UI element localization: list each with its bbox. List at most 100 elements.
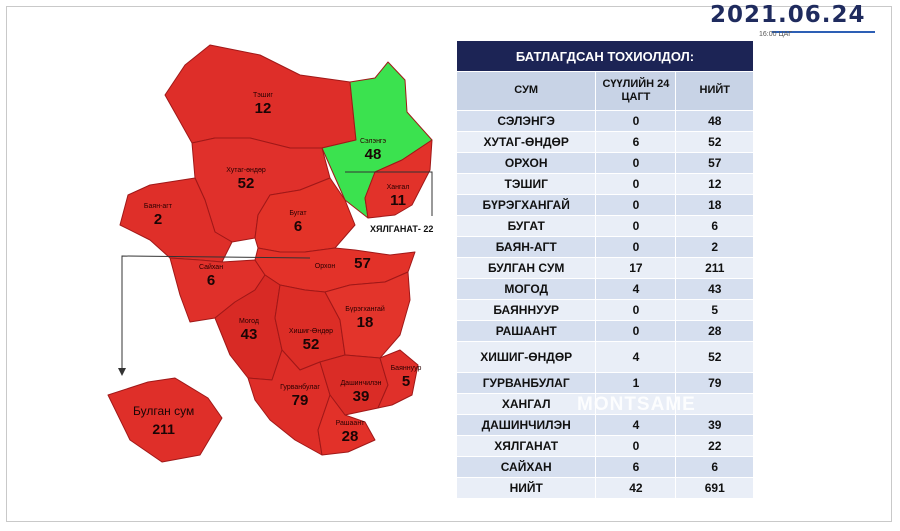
bulgan-arrow-head	[118, 368, 126, 376]
sum-cell: ДАШИНЧИЛЭН	[455, 414, 597, 436]
last-24h-cell: 4	[595, 341, 677, 373]
region-bulgan-sum	[107, 377, 223, 463]
table-row: РАШААНТ 0 28	[455, 320, 754, 342]
sum-cell: БҮРЭГХАНГАЙ	[455, 194, 597, 216]
sum-cell: ХУТАГ-ӨНДӨР	[455, 131, 597, 153]
total-cell: 2	[675, 236, 754, 258]
last-24h-cell: 6	[595, 456, 677, 478]
hangal-bracket-line	[345, 171, 433, 216]
label-hutag-ondor: Хутаг-өндөр 52	[226, 167, 266, 192]
sum-cell: САЙХАН	[455, 456, 597, 478]
label-buregkhangai: Бүрэгхангай 18	[345, 306, 385, 331]
label-gurvanbulag: Гурванбулаг 79	[280, 384, 320, 409]
last-24h-cell: 0	[595, 320, 677, 342]
map-shapes	[107, 44, 433, 463]
header-last-24h: СҮҮЛИЙН 24 ЦАГТ	[595, 71, 677, 111]
total-cell: 22	[675, 435, 754, 457]
sum-cell: ГУРВАНБУЛАГ	[455, 372, 597, 394]
label-hyalganat: ХЯЛГАНАТ- 22	[370, 224, 434, 234]
last-24h-cell: 0	[595, 152, 677, 174]
table-row: САЙХАН 6 6	[455, 456, 754, 478]
header-sum: СУМ	[455, 71, 597, 111]
last-24h-cell: 1	[595, 372, 677, 394]
total-cell	[675, 393, 754, 415]
last-24h-cell: 0	[595, 194, 677, 216]
watermark: MONTSAME	[577, 394, 696, 415]
table-row: БАЯН-АГТ 0 2	[455, 236, 754, 258]
sum-cell: ХЯЛГАНАТ	[455, 435, 597, 457]
label-mogod: Могод 43	[238, 318, 260, 343]
sum-cell: МОГОД	[455, 278, 597, 300]
label-bayannuur: Баяннуур 5	[390, 365, 422, 390]
table-row: ХЯЛГАНАТ 0 22	[455, 435, 754, 457]
total-cell: 211	[675, 257, 754, 279]
last-24h-cell	[595, 393, 677, 415]
label-teshig: Тэшиг 12	[253, 92, 273, 117]
table-row: БУЛГАН СУМ 17 211	[455, 257, 754, 279]
label-hishig-ondor: Хишиг-Өндөр 52	[288, 328, 334, 353]
total-cell: 48	[675, 110, 754, 132]
image-frame	[6, 6, 892, 522]
table-row: ХУТАГ-ӨНДӨР 6 52	[455, 131, 754, 153]
sum-cell: ХИШИГ-ӨНДӨР	[455, 341, 597, 373]
label-selenge: Сэлэнгэ 48	[359, 138, 387, 163]
total-cell: 18	[675, 194, 754, 216]
sum-cell: СЭЛЭНГЭ	[455, 110, 597, 132]
last-24h-cell: 4	[595, 278, 677, 300]
table-row: БАЯННУУР 0 5	[455, 299, 754, 321]
sum-cell: ОРХОН	[455, 152, 597, 174]
table-row: ОРХОН 0 57	[455, 152, 754, 174]
label-bulgan-sum: Булган сум 211	[133, 404, 195, 437]
label-dashinchilen: Дашинчилэн 39	[340, 380, 382, 405]
sum-cell: БУЛГАН СУМ	[455, 257, 597, 279]
date-underline	[772, 31, 875, 33]
last-24h-cell: 0	[595, 236, 677, 258]
bulgan-arrow-line	[121, 255, 311, 370]
report-date: 2021.06.24	[710, 2, 866, 28]
label-saihan: Сайхан 6	[198, 264, 224, 289]
region-buregkhangai	[324, 271, 411, 359]
table-body: СЭЛЭНГЭ 0 48 ХУТАГ-ӨНДӨР 6 52 ОРХОН 0 57 ТЭШИГ 0 12…	[455, 110, 754, 499]
region-bayannuur	[377, 349, 419, 409]
sum-cell: БУГАТ	[455, 215, 597, 237]
total-cell: 6	[675, 456, 754, 478]
label-bayan-agt: Баян-агт 2	[143, 203, 173, 228]
header-total: НИЙТ	[675, 71, 754, 111]
sum-cell: БАЯН-АГТ	[455, 236, 597, 258]
table-title: БАТЛАГДСАН ТОХИОЛДОЛ:	[456, 40, 754, 72]
table-row: ДАШИНЧИЛЭН 4 39	[455, 414, 754, 436]
table-row: ГУРВАНБУЛАГ 1 79	[455, 372, 754, 394]
label-bugat: Бугат 6	[289, 210, 307, 235]
total-cell: 52	[675, 341, 754, 373]
province-map: Тэшиг 12 Сэлэнгэ 48 Хутаг-өндөр 52 Баян-агт…	[107, 44, 434, 463]
table-row: ТЭШИГ 0 12	[455, 173, 754, 195]
total-cell: 28	[675, 320, 754, 342]
table-row: ХИШИГ-ӨНДӨР 4 52	[455, 341, 754, 373]
last-24h-cell: 0	[595, 110, 677, 132]
sum-cell: РАШААНТ	[455, 320, 597, 342]
report-time: 16:00 ЦАГ	[759, 31, 793, 38]
last-24h-cell: 0	[595, 299, 677, 321]
table-row: БҮРЭГХАНГАЙ 0 18	[455, 194, 754, 216]
region-rashaant	[317, 394, 376, 456]
label-rashaant: Рашаант 28	[335, 420, 365, 445]
total-cell: 6	[675, 215, 754, 237]
label-hangal: Хангал 11	[386, 184, 410, 209]
label-orhon-name: Орхон	[314, 263, 336, 270]
table-row: НИЙТ 42 691	[455, 477, 754, 499]
sum-cell: ТЭШИГ	[455, 173, 597, 195]
table-row: МОГОД 4 43	[455, 278, 754, 300]
label-orhon: 57	[354, 255, 371, 272]
last-24h-cell: 0	[595, 435, 677, 457]
last-24h-cell: 6	[595, 131, 677, 153]
total-cell: 39	[675, 414, 754, 436]
last-24h-cell: 4	[595, 414, 677, 436]
sum-cell: ХАНГАЛ	[455, 393, 597, 415]
total-cell: 12	[675, 173, 754, 195]
table-row: СЭЛЭНГЭ 0 48	[455, 110, 754, 132]
total-cell: 52	[675, 131, 754, 153]
cases-table: БАТЛАГДСАН ТОХИОЛДОЛ: СУМ СҮҮЛИЙН 24 ЦАГ…	[455, 40, 754, 499]
last-24h-cell: 42	[595, 477, 677, 499]
region-hangal	[364, 139, 433, 219]
total-cell: 43	[675, 278, 754, 300]
